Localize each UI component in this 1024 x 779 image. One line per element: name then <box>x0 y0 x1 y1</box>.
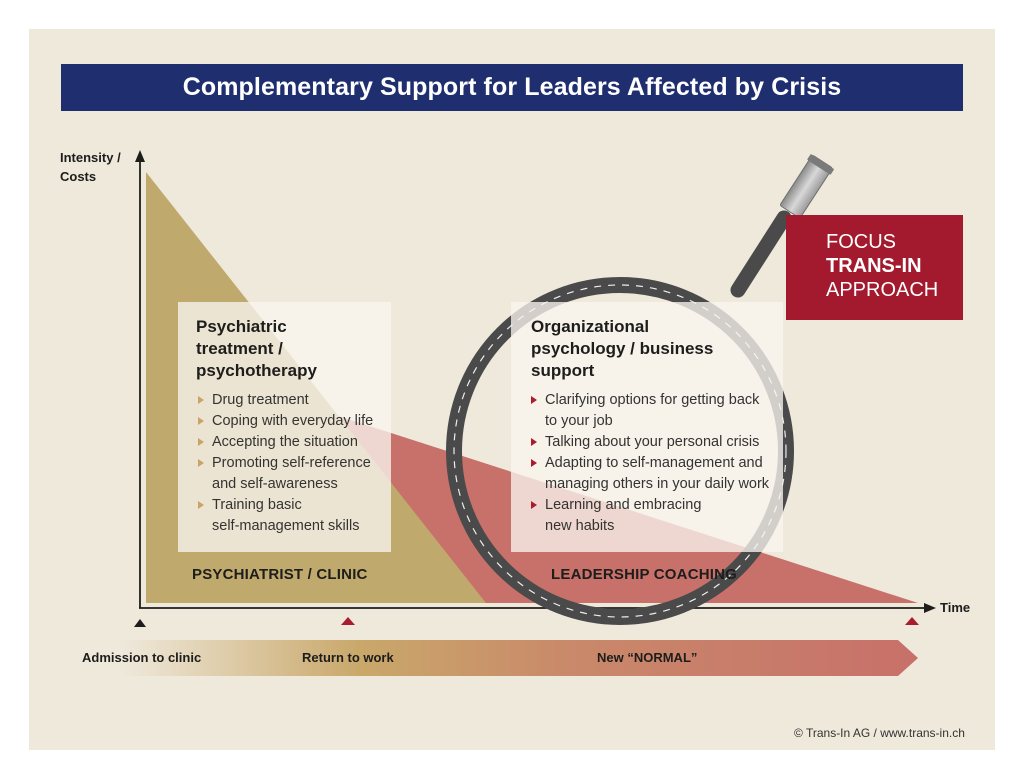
triangle-bullet-icon <box>531 459 537 467</box>
x-axis-label: Time <box>940 600 971 615</box>
psychiatric-treatment-box <box>178 302 391 552</box>
organizational-psychology-box <box>511 302 783 552</box>
list-item-text: Training basic self-management skills <box>212 497 360 534</box>
approach-line: APPROACH <box>826 279 939 301</box>
focus-line: FOCUS <box>826 231 896 253</box>
list-item-text: Talking about your personal crisis <box>545 434 760 450</box>
triangle-bullet-icon <box>198 459 204 467</box>
list-item: Training basic self-management skills <box>198 495 388 537</box>
psychiatric-treatment-list: Drug treatment Coping with everyday life A… <box>198 390 388 537</box>
leadership-coaching-label: LEADERSHIP COACHING <box>551 566 738 583</box>
list-item-text: Clarifying options for getting back to y… <box>545 392 760 429</box>
list-item: Coping with everyday life <box>198 411 388 432</box>
list-item: Promoting self-reference and self-awaren… <box>198 453 388 495</box>
organizational-psychology-heading: Organizational psychology / business sup… <box>531 317 714 380</box>
timeline-marker-icon <box>341 617 355 625</box>
list-item-text: Coping with everyday life <box>212 413 374 429</box>
timeline-label-return: Return to work <box>302 650 394 665</box>
focus-trans-in-box: FOCUS TRANS-IN APPROACH <box>786 215 963 320</box>
timeline-marker-icon <box>905 617 919 625</box>
list-item-text: Accepting the situation <box>212 434 358 450</box>
timeline-label-admission: Admission to clinic <box>82 650 202 665</box>
triangle-bullet-icon <box>531 438 537 446</box>
list-item-text: Drug treatment <box>212 392 309 408</box>
list-item: Drug treatment <box>198 390 388 411</box>
y-axis-arrow-icon <box>135 150 145 162</box>
list-item: Accepting the situation <box>198 432 388 453</box>
organizational-psychology-list: Clarifying options for getting back to y… <box>531 390 781 537</box>
magnifying-glass-icon <box>446 154 834 625</box>
list-item: Clarifying options for getting back to y… <box>531 390 781 432</box>
list-item-text: Learning and embracing new habits <box>545 497 702 534</box>
list-item: Learning and embracing new habits <box>531 495 781 537</box>
y-axis-label: Intensity / Costs <box>60 150 121 184</box>
trans-in-line: TRANS-IN <box>826 255 922 277</box>
page-title: Complementary Support for Leaders Affect… <box>61 64 963 111</box>
copyright-footer: © Trans-In AG / www.trans-in.ch <box>794 726 965 740</box>
triangle-bullet-icon <box>198 438 204 446</box>
triangle-bullet-icon <box>531 501 537 509</box>
x-axis-arrow-icon <box>924 603 936 613</box>
triangle-bullet-icon <box>198 501 204 509</box>
triangle-bullet-icon <box>531 396 537 404</box>
list-item-text: Adapting to self-management and managing… <box>545 455 770 492</box>
timeline-arrow <box>120 640 918 676</box>
timeline-marker-icon <box>134 619 146 627</box>
psychiatric-treatment-heading: Psychiatric treatment / psychotherapy <box>196 317 317 380</box>
list-item: Talking about your personal crisis <box>531 432 781 453</box>
psychiatrist-clinic-label: PSYCHIATRIST / CLINIC <box>192 566 368 583</box>
triangle-bullet-icon <box>198 417 204 425</box>
triangle-bullet-icon <box>198 396 204 404</box>
list-item-text: Promoting self-reference and self-awaren… <box>212 455 371 492</box>
list-item: Adapting to self-management and managing… <box>531 453 781 495</box>
timeline-label-new-normal: New “NORMAL” <box>597 650 698 665</box>
